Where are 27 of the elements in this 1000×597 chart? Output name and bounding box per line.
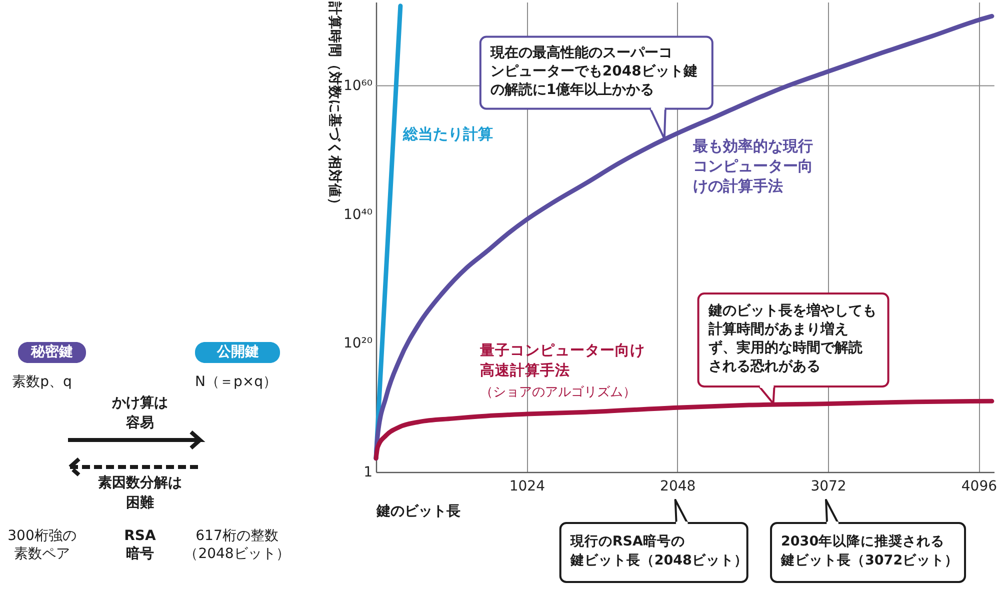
- text: 現行のRSA暗号の鍵ビット長（2048ビット）: [569, 532, 748, 568]
- y-tick-label: 1: [364, 464, 372, 480]
- series-label: 最も効率的な現行コンピューター向けの計算手法: [692, 137, 813, 195]
- series-label: 総当たり計算: [402, 125, 493, 143]
- text: 617桁の整数（2048ビット）: [184, 528, 290, 562]
- text: 素因数分解は困難: [98, 475, 182, 511]
- x-axis-title: 鍵のビット長: [376, 504, 460, 520]
- y-tick-label: 10⁶⁰: [343, 78, 373, 94]
- text: 公開鍵: [216, 344, 259, 360]
- x-tick-label: 2048: [660, 478, 696, 494]
- text: 2030年以降に推奨される鍵ビット長（3072ビット）: [780, 534, 959, 568]
- x-tick-label: 4096: [961, 478, 998, 494]
- annotation: 現在の最高性能のスーパーコンピューターでも2048ビット鍵の解読に1億年以上かかる: [489, 44, 698, 98]
- text: 300桁強の素数ペア: [8, 528, 76, 562]
- y-tick-label: 10²⁰: [343, 336, 373, 352]
- annotation: 鍵のビット長を増やしても計算時間があまり増えず、実用的な時間で解読される恐れがある: [707, 302, 876, 375]
- x-tick-label: 1024: [509, 478, 546, 494]
- y-tick-label: 10⁴⁰: [343, 206, 373, 223]
- x-tick-label: 3072: [810, 478, 846, 494]
- text: かけ算は容易: [111, 395, 168, 431]
- text: 秘密鍵: [30, 343, 73, 360]
- text: 素数p、q: [12, 374, 72, 390]
- y-axis-title: 計算時間（対数に基づく相対値）: [326, 0, 344, 212]
- annotation: （ショアのアルゴリズム）: [480, 385, 636, 400]
- text: RSA暗号: [124, 528, 156, 562]
- text: 量子コンピューター向け高速計算手法: [479, 342, 645, 379]
- text: N（＝p×q）: [195, 374, 277, 390]
